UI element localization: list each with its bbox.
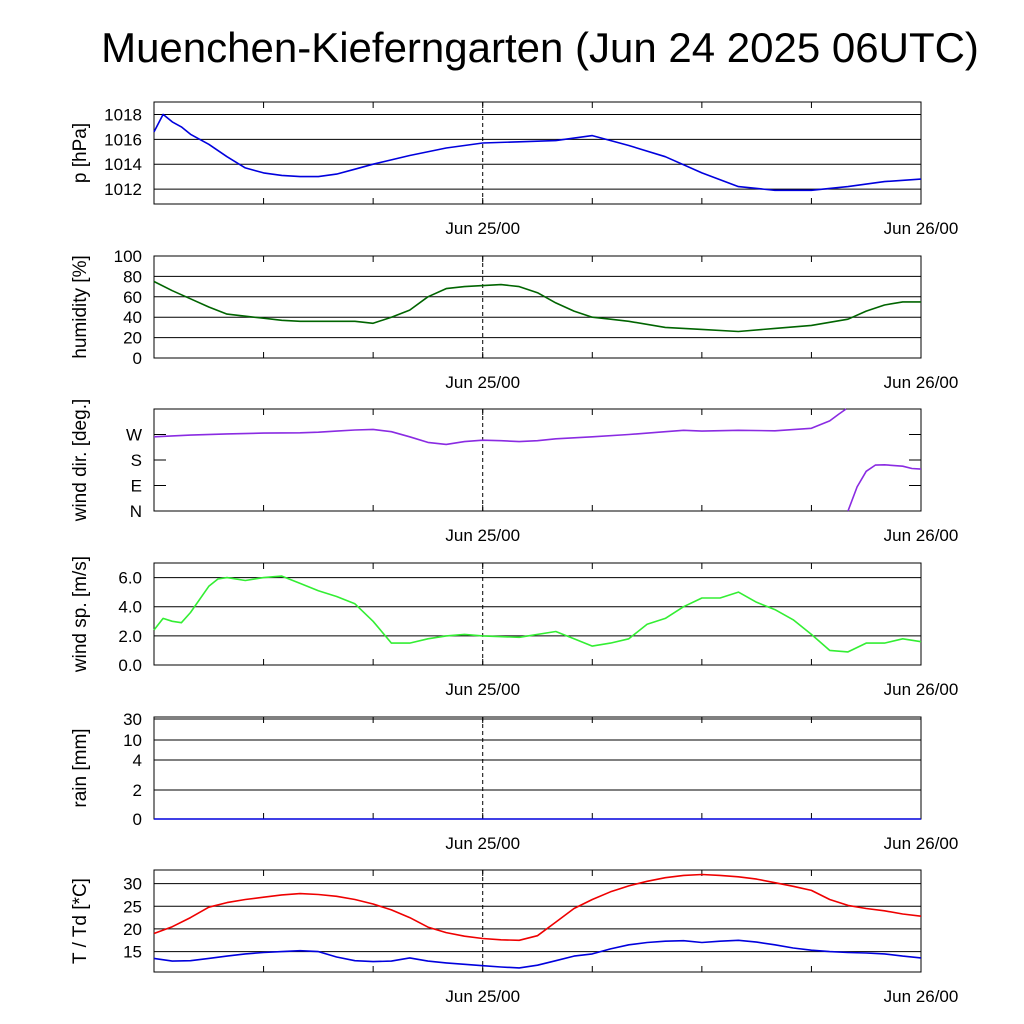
y-tick-label: 20: [123, 329, 142, 348]
y-tick-label: 15: [123, 943, 142, 962]
y-tick-label: 20: [123, 920, 142, 939]
y-tick-label: 1014: [104, 155, 142, 174]
y-tick-label: S: [131, 451, 142, 470]
y-tick-label: 0: [133, 810, 142, 829]
y-tick-label: 30: [123, 875, 142, 894]
plot-frame: [153, 101, 922, 205]
y-tick-label: 25: [123, 897, 142, 916]
y-tick-label: 4: [133, 751, 142, 770]
y-tick-label: 1012: [104, 180, 142, 199]
y-tick-label: 60: [123, 288, 142, 307]
x-tick-label: Jun 26/00: [884, 373, 959, 392]
page-title: Muenchen-Kieferngarten (Jun 24 2025 06UT…: [101, 24, 979, 71]
series-line: [153, 408, 847, 446]
y-axis-label: humidity [%]: [70, 255, 91, 358]
series-line: [153, 939, 922, 969]
x-tick-label: Jun 25/00: [445, 373, 520, 392]
y-tick-label: 6.0: [118, 569, 142, 588]
series-line: [153, 280, 921, 333]
y-axis-label: p [hPa]: [70, 123, 91, 183]
y-tick-label: 40: [123, 308, 142, 327]
y-tick-label: 2: [133, 781, 142, 800]
y-tick-label: 2.0: [118, 627, 142, 646]
x-tick-label: Jun 26/00: [884, 526, 959, 545]
x-tick-label: Jun 26/00: [884, 680, 959, 699]
y-tick-label: 0.0: [118, 656, 142, 675]
x-tick-label: Jun 25/00: [445, 680, 520, 699]
y-axis-label: rain [mm]: [70, 728, 91, 807]
series-line: [153, 575, 922, 653]
y-tick-label: 100: [114, 247, 142, 266]
x-tick-label: Jun 25/00: [445, 987, 520, 1006]
x-tick-label: Jun 26/00: [884, 987, 959, 1006]
y-tick-label: 1016: [104, 130, 142, 149]
y-tick-label: N: [130, 502, 142, 521]
y-axis-label: T / Td [*C]: [70, 878, 91, 964]
y-tick-label: 4.0: [118, 598, 142, 617]
x-tick-label: Jun 26/00: [884, 834, 959, 853]
x-tick-label: Jun 26/00: [884, 219, 959, 238]
y-tick-label: 30: [123, 710, 142, 729]
chart-panel: 15 20 25 30 T / Td [*C] Jun 25/00 Jun 26/00: [70, 869, 959, 1006]
x-tick-label: Jun 25/00: [445, 526, 520, 545]
y-tick-label: 80: [123, 267, 142, 286]
y-tick-label: 10: [123, 731, 142, 750]
x-tick-label: Jun 25/00: [445, 219, 520, 238]
y-tick-label: W: [126, 426, 142, 445]
plot-frame: [153, 408, 922, 512]
chart-panel: 0.0 2.0 4.0 6.0 wind sp. [m/s] Jun 25/00 Jun 2…: [70, 556, 958, 699]
y-axis-label: wind sp. [m/s]: [70, 556, 91, 673]
y-axis-label: wind dir. [deg.]: [70, 399, 91, 523]
chart-panel: 0 2 410 30 rain [mm] Jun 25/00 Jun 26/00: [70, 710, 958, 853]
chart-panel: 1012 1014 1016 1018 p [hPa] Jun 25/00 Jun 26/0…: [70, 101, 959, 238]
series-line: [153, 113, 922, 192]
y-tick-label: E: [131, 477, 142, 496]
plot-frame: [153, 255, 922, 359]
y-tick-label: 0: [133, 349, 142, 368]
plot-frame: [153, 716, 922, 820]
x-tick-label: Jun 25/00: [445, 834, 520, 853]
plot-frame: [153, 869, 922, 973]
plot-frame: [153, 562, 922, 666]
y-tick-label: 1018: [104, 105, 142, 124]
series-line: [847, 463, 922, 512]
series-line: [153, 873, 922, 942]
